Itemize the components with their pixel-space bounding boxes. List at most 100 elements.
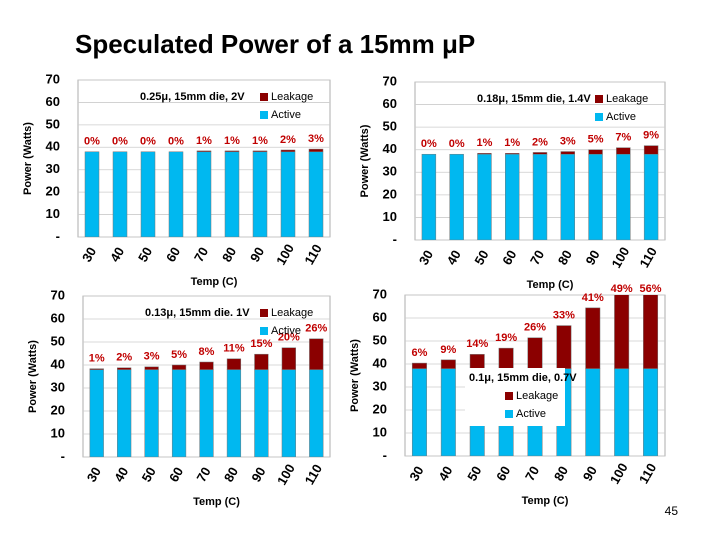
bar-segment	[588, 153, 603, 240]
x-tick-label: 90	[248, 464, 268, 484]
percent-label: 0%	[421, 138, 437, 150]
bar-segment	[585, 307, 601, 369]
y-tick-label: 20	[383, 186, 397, 201]
bar-segment	[309, 338, 324, 370]
bars	[421, 145, 659, 240]
bar-segment	[226, 369, 242, 457]
y-tick-label: 50	[383, 119, 397, 134]
x-tick-label: 90	[580, 463, 600, 483]
percent-label: 1%	[196, 135, 212, 147]
legend-swatch	[260, 327, 268, 335]
bar-segment	[505, 153, 520, 155]
percent-label: 26%	[305, 323, 327, 335]
bar-segment	[643, 368, 659, 456]
x-tick-label: 80	[219, 244, 239, 264]
y-tick-label: 70	[51, 287, 65, 302]
chart: - 10 20 30 40 50 60 70 Power (Watts) Temp (C) 0% 30…	[22, 71, 331, 288]
y-axis-label: Power (Watts)	[349, 339, 361, 412]
subtitle: 0.25μ, 15mm die, 2V	[140, 91, 245, 103]
x-tick-label: 110	[636, 245, 659, 271]
chart: - 10 20 30 40 50 60 70 Power (Watts) Temp (C) 6% 30…	[349, 283, 666, 507]
bar-segment	[643, 295, 659, 369]
bar-segment	[560, 153, 575, 240]
subtitle: 0.13μ, 15mm die. 1V	[145, 307, 250, 319]
x-tick-label: 50	[464, 463, 484, 483]
y-tick-label: -	[393, 231, 397, 246]
y-tick-label: 50	[46, 116, 60, 131]
bar-segment	[252, 150, 268, 153]
bar-segment	[280, 151, 296, 237]
percent-label: 3%	[308, 133, 324, 145]
y-axis-label: Power (Watts)	[359, 124, 371, 197]
y-tick-label: 20	[51, 402, 65, 417]
y-tick-label: 40	[46, 139, 60, 154]
bar-segment	[560, 151, 575, 155]
x-tick-label: 100	[273, 241, 297, 267]
bar-segment	[421, 153, 437, 240]
bar-segment	[171, 364, 187, 370]
percent-label: 0%	[168, 136, 184, 148]
y-tick-label: 60	[51, 310, 65, 325]
percent-label: 8%	[199, 346, 215, 358]
percent-label: 1%	[504, 137, 520, 149]
percent-label: 6%	[411, 347, 427, 359]
percent-label: 2%	[532, 136, 548, 148]
x-tick-label: 100	[607, 460, 631, 486]
bar-segment	[469, 354, 485, 369]
y-tick-label: 20	[46, 184, 60, 199]
bar-segment	[226, 358, 242, 370]
y-tick-label: 10	[373, 424, 387, 439]
x-tick-label: 40	[111, 464, 131, 484]
y-tick-label: 30	[46, 161, 60, 176]
percent-label: 9%	[643, 130, 659, 142]
x-tick-label: 30	[84, 464, 104, 484]
x-tick-label: 60	[166, 464, 186, 484]
bars	[84, 148, 324, 237]
bar-segment	[308, 151, 324, 237]
y-tick-label: 30	[373, 378, 387, 393]
x-tick-label: 40	[107, 244, 127, 264]
bar-segment	[224, 151, 240, 237]
bar-segment	[588, 149, 603, 155]
legend-label: Active	[271, 109, 301, 121]
percent-label: 14%	[466, 338, 488, 350]
percent-label: 26%	[524, 322, 546, 334]
percent-label: 3%	[144, 351, 160, 363]
y-axis-label: Power (Watts)	[27, 340, 39, 413]
bar-segment	[199, 361, 214, 370]
legend-swatch	[260, 93, 268, 101]
y-tick-label: 10	[383, 209, 397, 224]
percent-label: 19%	[495, 332, 517, 344]
x-tick-label: 90	[247, 244, 267, 264]
bar-segment	[449, 153, 464, 240]
x-tick-label: 60	[163, 244, 183, 264]
bar-segment	[477, 153, 492, 155]
subtitle: 0.1μ, 15mm die, 0.7V	[469, 372, 577, 384]
bar-segment	[112, 151, 128, 237]
bar-segment	[643, 145, 659, 155]
percent-label: 9%	[440, 344, 456, 356]
percent-label: 0%	[84, 136, 100, 148]
x-tick-label: 110	[301, 242, 324, 268]
percent-label: 1%	[476, 137, 492, 149]
legend-swatch	[260, 309, 268, 317]
legend-swatch	[260, 111, 268, 119]
bar-segment	[196, 150, 212, 153]
x-tick-label: 80	[221, 464, 241, 484]
x-tick-label: 50	[471, 247, 491, 267]
bar-segment	[196, 151, 212, 237]
percent-label: 20%	[278, 332, 300, 344]
y-tick-label: 40	[373, 355, 387, 370]
x-tick-label: 80	[555, 247, 575, 267]
bar-segment	[477, 153, 492, 240]
y-tick-label: 60	[46, 94, 60, 109]
x-axis-label: Temp (C)	[193, 496, 240, 508]
percent-label: 56%	[640, 283, 662, 295]
percent-label: 0%	[112, 136, 128, 148]
x-tick-label: 60	[493, 463, 513, 483]
bar-segment	[556, 325, 572, 369]
y-tick-label: -	[61, 448, 65, 463]
x-tick-label: 90	[583, 247, 603, 267]
legend-swatch	[595, 95, 603, 103]
legend-swatch	[505, 410, 513, 418]
